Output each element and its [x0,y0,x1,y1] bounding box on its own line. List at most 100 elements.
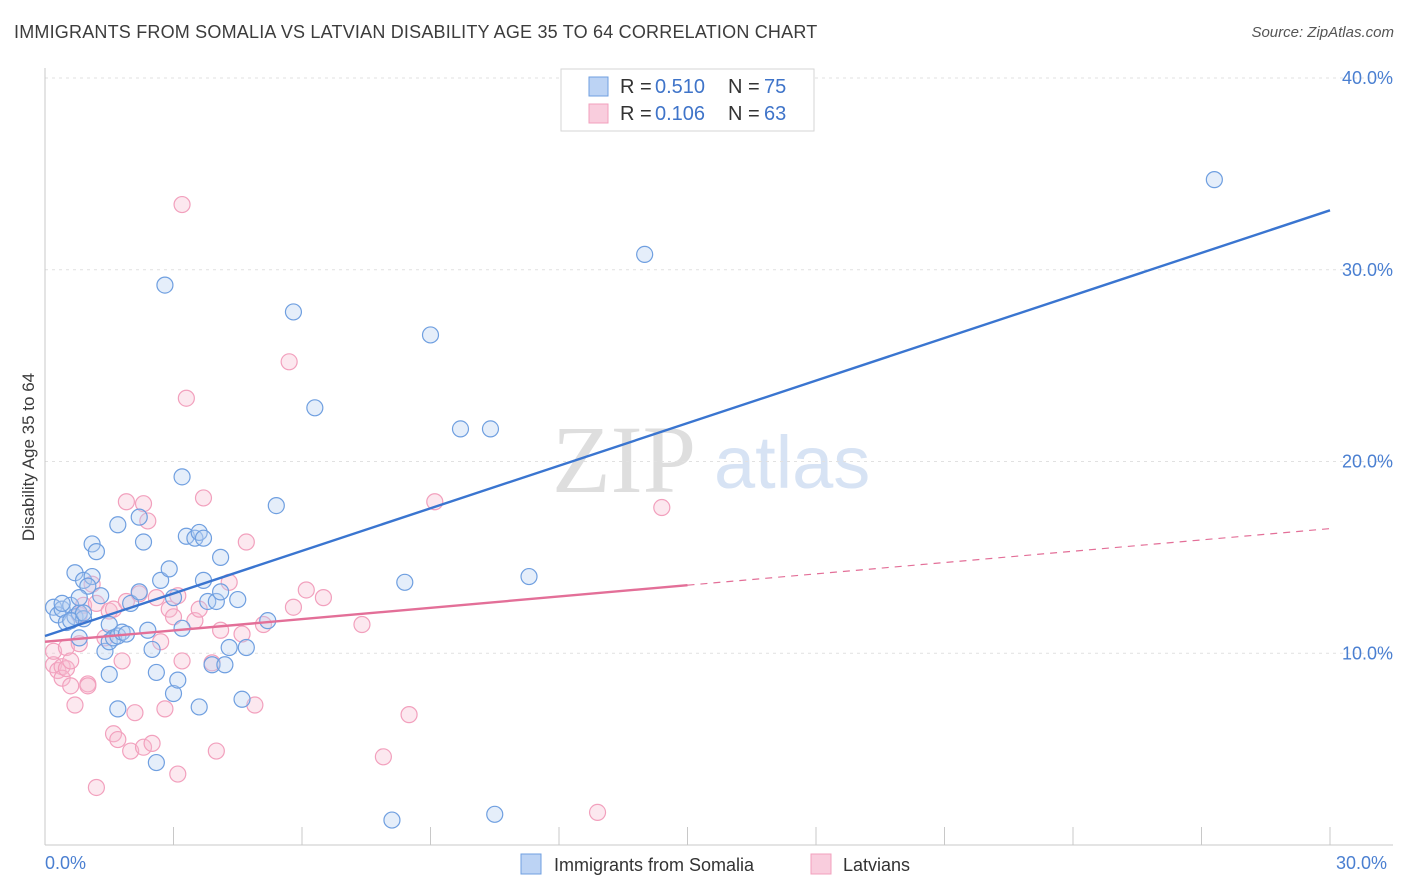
data-point [169,765,187,783]
data-point [481,420,500,438]
chart-title: IMMIGRANTS FROM SOMALIA VS LATVIAN DISAB… [14,22,818,42]
data-point [130,508,148,526]
y-tick-labels: 10.0% 20.0% 30.0% 40.0% [1342,68,1393,663]
data-point [229,590,247,609]
data-point [147,753,165,772]
data-point [284,303,303,321]
data-point [62,652,80,670]
trend-line-latvians-projection [687,528,1331,586]
data-point [383,811,401,829]
legend-r-label-1: R = [620,76,652,98]
y-tick-label: 40.0% [1342,68,1393,88]
legend-n-value-1: 75 [764,76,786,98]
watermark-atlas: atlas [714,421,870,504]
data-point [207,742,225,760]
data-point [173,468,191,486]
data-point [53,594,71,612]
data-point [653,498,671,517]
data-point [122,742,140,760]
data-point [79,577,97,595]
data-point [220,638,238,657]
data-point [83,567,101,586]
y-tick-label: 20.0% [1342,452,1393,472]
data-point [109,516,127,534]
gridlines [45,77,1393,654]
correlation-legend: R = 0.510 N = 75 R = 0.106 N = 63 [560,68,815,132]
data-point [44,642,63,660]
data-point [62,677,80,695]
data-point [400,706,418,724]
data-point [190,698,208,716]
y-tick-label: 10.0% [1342,643,1393,663]
data-point [126,704,144,722]
trend-line-latvians [44,583,688,643]
legend-swatch-blue [588,76,609,97]
data-point [147,663,165,682]
data-point [194,489,213,507]
data-point [636,245,654,264]
data-point [306,399,324,417]
legend-n-value-2: 63 [764,103,786,125]
data-point [421,326,440,344]
data-point [79,677,97,695]
data-point [520,567,538,586]
data-point [87,778,106,797]
data-point [134,533,153,551]
legend-swatch-pink [588,103,609,124]
bottom-legend-label-latvians: Latvians [843,855,910,875]
data-point [280,353,298,371]
data-point [203,656,221,674]
data-point [156,276,174,294]
data-point [70,589,88,607]
data-point [109,700,127,718]
bottom-legend-swatch-blue [520,853,542,875]
series-legend: Immigrants from Somalia Latvians [520,853,910,875]
data-point [233,690,251,708]
data-point [92,587,110,605]
data-point [117,493,135,511]
data-point [314,589,333,607]
data-point [139,621,157,639]
axes [44,68,1393,846]
data-point [53,600,71,618]
data-point [156,700,174,718]
data-point [143,640,161,659]
data-point [374,748,392,766]
data-point [66,696,84,714]
data-point [451,420,470,438]
data-point [237,638,255,657]
x-tick-label-max: 30.0% [1336,853,1387,873]
legend-r-value-2: 0.106 [655,103,705,125]
x-tick-label-min: 0.0% [45,853,86,873]
x-ticks [44,827,1331,845]
bottom-legend-swatch-pink [810,853,832,875]
data-point [177,389,195,407]
data-point [169,671,187,689]
data-point [109,730,127,749]
watermark-zip: ZIP [552,406,696,513]
data-point [143,734,161,752]
data-point [74,604,93,622]
data-point [486,805,504,823]
trend-line-somalia [44,209,1331,638]
data-point [216,656,234,674]
data-point [212,583,230,601]
data-point [134,495,153,513]
data-point [134,738,153,756]
source-label: Source: ZipAtlas.com [1251,24,1394,41]
data-point [353,615,371,634]
data-point [164,684,183,703]
data-point [152,571,170,589]
data-point [130,583,148,601]
data-point [588,803,607,822]
data-point [164,608,183,626]
legend-r-value-1: 0.510 [655,76,705,98]
data-point [233,625,251,643]
data-point [237,533,255,551]
data-point [100,665,118,683]
data-point [267,497,285,515]
legend-n-label-1: N = [728,76,760,98]
data-point [297,581,315,599]
data-point [207,592,225,611]
data-point [100,615,118,634]
